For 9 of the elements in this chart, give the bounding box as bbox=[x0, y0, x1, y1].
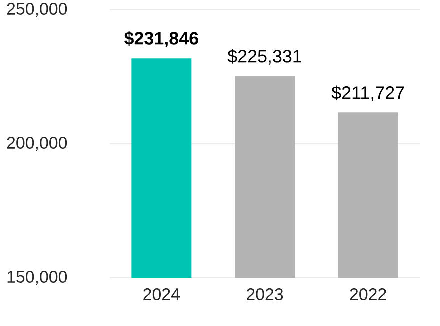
x-tick-label: 2022 bbox=[350, 288, 386, 301]
y-tick-label: 200,000 bbox=[7, 137, 68, 151]
y-tick-label: 250,000 bbox=[7, 2, 68, 17]
x-tick-label: 2024 bbox=[144, 288, 180, 301]
data-label: $211,727 bbox=[332, 86, 404, 102]
y-tick-label: 150,000 bbox=[8, 271, 68, 285]
x-tick-label: 2023 bbox=[247, 288, 284, 301]
data-label: $225,331 bbox=[228, 49, 302, 65]
data-label: $231,846 bbox=[124, 31, 198, 48]
